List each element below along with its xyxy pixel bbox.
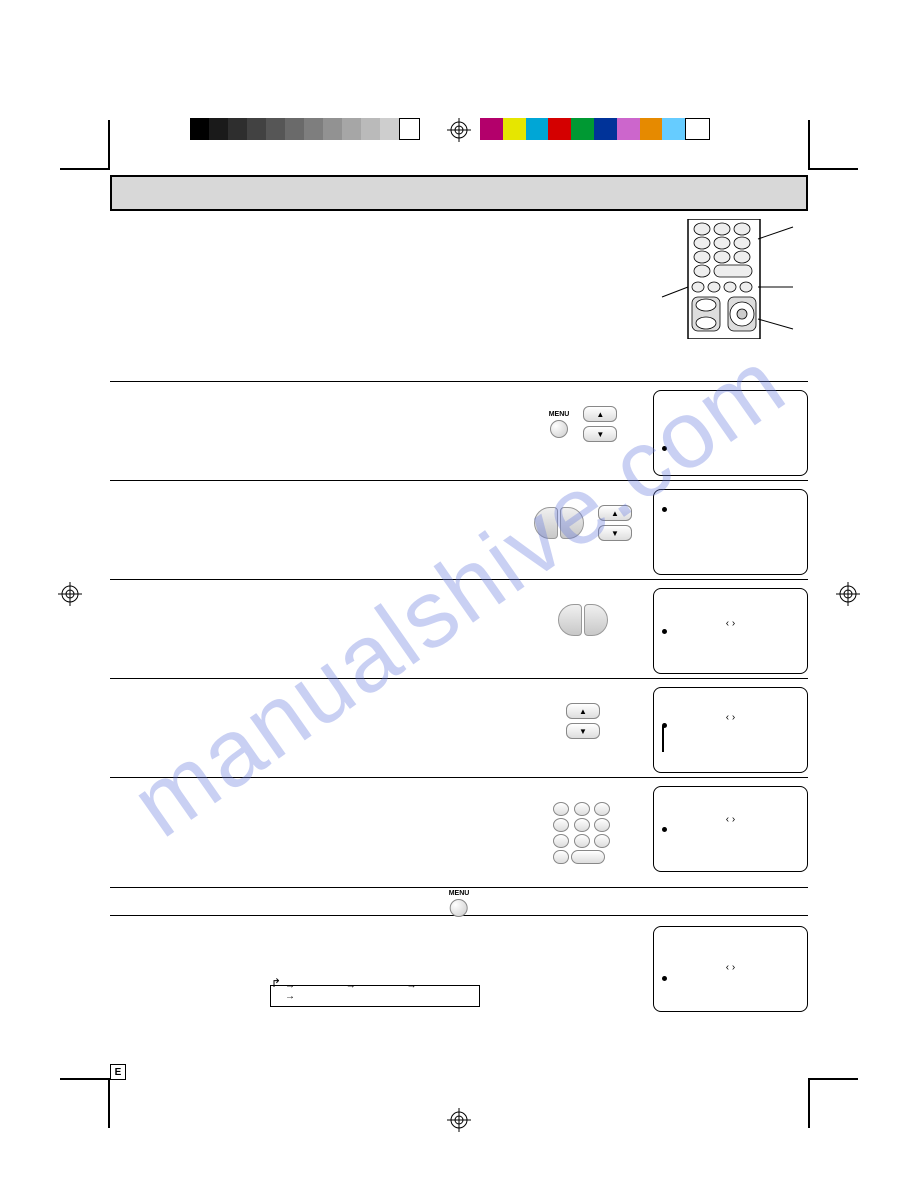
menu-button-icon: MENU <box>549 411 570 438</box>
step-row-5: ‹ › <box>110 777 808 887</box>
crop-mark-top-right <box>808 120 858 170</box>
up-down-buttons-icon: ▲ ▼ <box>598 505 632 541</box>
crop-mark-bottom-left <box>60 1078 110 1128</box>
step-row-4: ▲ ▼ ‹ › <box>110 678 808 777</box>
up-down-buttons-icon: ▲ ▼ <box>583 406 617 442</box>
osd-screen-4: ‹ › <box>653 687 808 773</box>
left-right-buttons-icon <box>558 604 608 636</box>
registration-mark-top <box>447 118 471 142</box>
page-marker: E <box>110 1064 126 1080</box>
page-content: MENU ▲ ▼ <box>110 175 808 1078</box>
grayscale-bar <box>190 118 420 140</box>
step-row-6: MENU <box>110 887 808 915</box>
osd-screen-1 <box>653 390 808 476</box>
osd-screen-5: ‹ › <box>653 786 808 872</box>
step-row-2: ▲ ▼ <box>110 480 808 579</box>
up-down-buttons-icon: ▲ ▼ <box>566 703 600 739</box>
registration-mark-left <box>58 582 82 606</box>
number-keypad-icon <box>553 802 613 864</box>
step-row-7: ↱ → → → → ‹ › <box>110 915 808 1015</box>
crop-mark-bottom-right <box>808 1078 858 1128</box>
menu-button-icon: MENU <box>449 890 470 917</box>
remote-control-illustration <box>658 219 808 339</box>
registration-mark-right <box>836 582 860 606</box>
left-right-buttons-icon <box>534 507 584 539</box>
osd-screen-2 <box>653 489 808 575</box>
step-row-1: MENU ▲ ▼ <box>110 381 808 480</box>
registration-mark-bottom <box>447 1108 471 1132</box>
title-bar <box>110 175 808 211</box>
osd-screen-3: ‹ › <box>653 588 808 674</box>
cycle-diagram: ↱ → → → → <box>270 985 480 1007</box>
crop-mark-top-left <box>60 120 110 170</box>
step-row-3: ‹ › <box>110 579 808 678</box>
color-bar <box>480 118 710 140</box>
osd-screen-6: ‹ › <box>653 926 808 1012</box>
